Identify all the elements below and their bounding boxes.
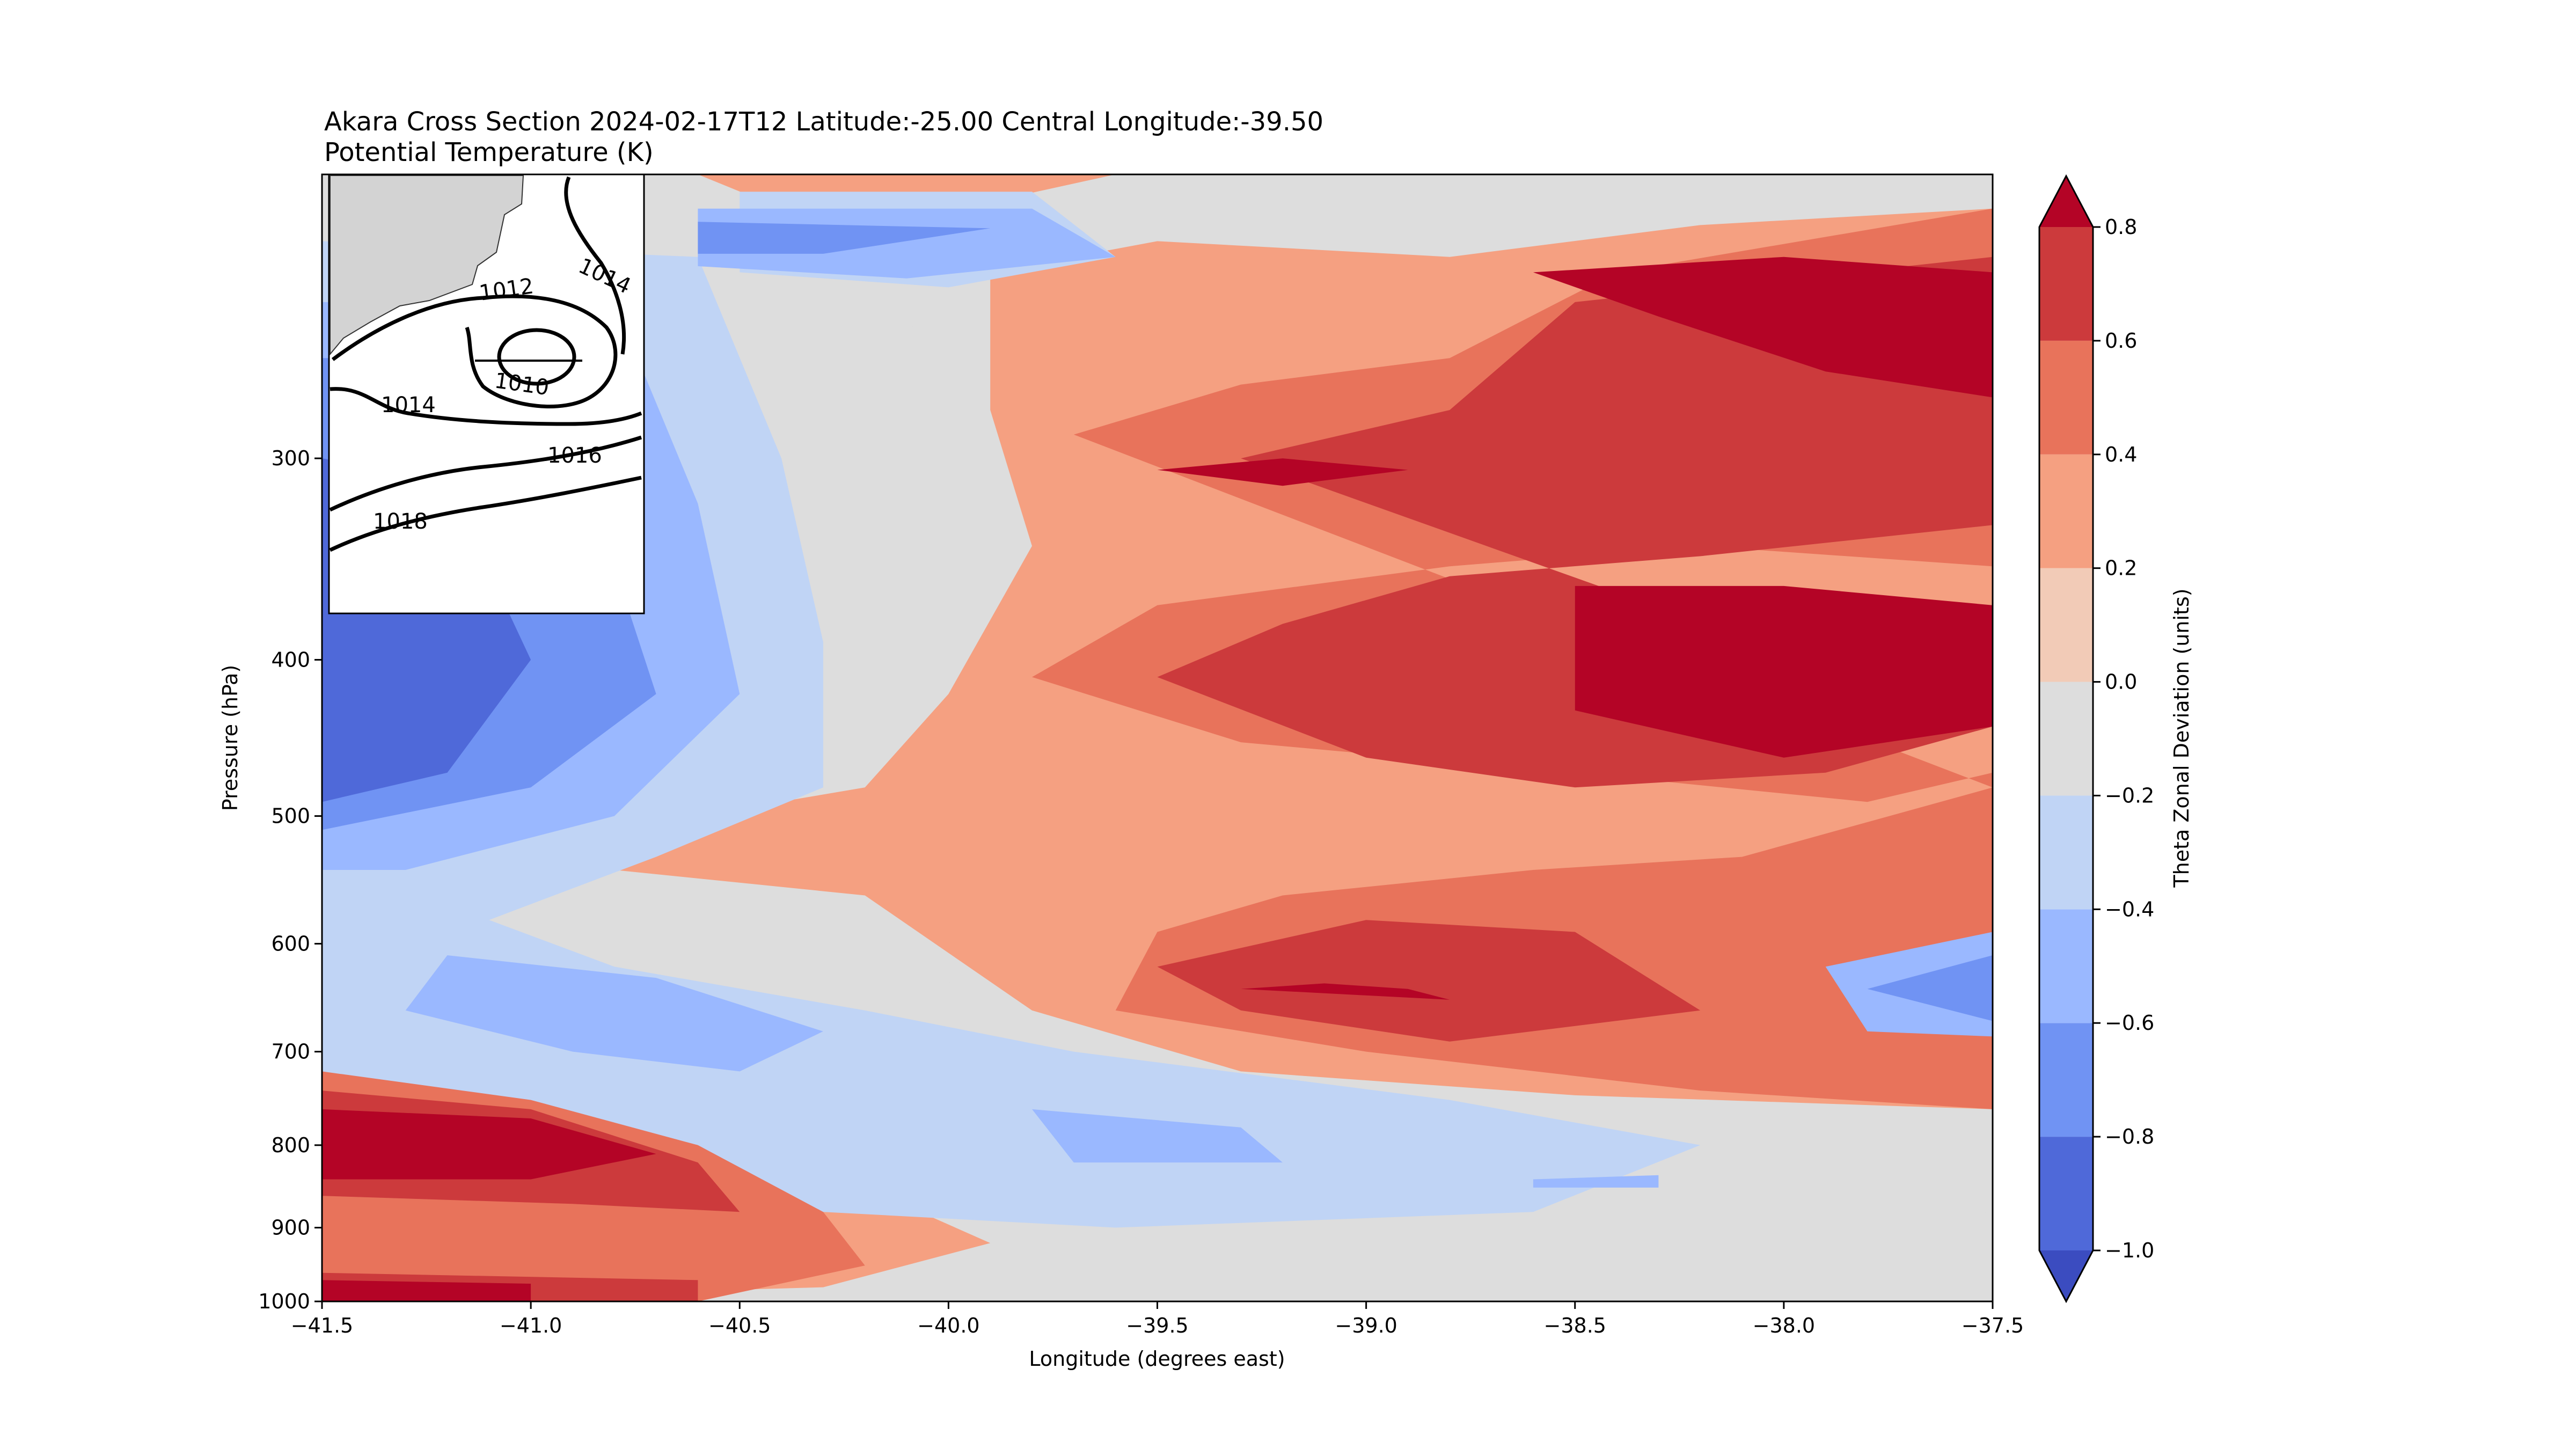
x-tick-label: −41.0 (500, 1314, 562, 1337)
contour-band (405, 955, 823, 1072)
contour-band (322, 1109, 656, 1180)
colorbar-tick-label: 0.4 (2105, 443, 2137, 466)
colorbar-segment (2039, 682, 2093, 796)
colorbar-segment (2039, 1137, 2093, 1250)
y-axis-label: Pressure (hPa) (218, 665, 242, 811)
x-tick-label: −40.0 (917, 1314, 979, 1337)
y-tick-label: 400 (271, 648, 310, 671)
contour-band (1157, 920, 1701, 1042)
y-tick-label: 800 (271, 1133, 310, 1157)
colorbar-segment (2039, 909, 2093, 1023)
contour-band (1157, 458, 1408, 486)
colorbar-segment (2039, 227, 2093, 341)
y-tick-label: 600 (271, 932, 310, 955)
contour-band (322, 1280, 531, 1301)
inset-label-1014-west: 1014 (381, 393, 436, 418)
colorbar-extend-high (2039, 176, 2093, 227)
colorbar-tick-label: −0.6 (2105, 1011, 2154, 1035)
contour-band (1575, 586, 1993, 758)
colorbar-tick-label: −0.4 (2105, 897, 2154, 921)
colorbar-tick-label: 0.2 (2105, 557, 2137, 580)
colorbar-label: Theta Zonal Deviation (units) (2170, 588, 2193, 888)
inset-isobar-1018 (329, 475, 642, 552)
y-axis: 300 400 500 600 700 800 900 1000 (258, 447, 322, 1313)
y-tick-label: 500 (271, 804, 310, 828)
contour-band (1241, 983, 1450, 1000)
colorbar: −1.0 −0.8 −0.6 −0.4 −0.2 0.0 0.2 0.4 0.6 0.8 (2038, 174, 2154, 1304)
contour-band (1032, 1109, 1283, 1163)
colorbar-extend-low (2039, 1250, 2093, 1301)
x-tick-label: −39.0 (1335, 1314, 1397, 1337)
y-tick-label: 700 (271, 1040, 310, 1064)
inset-isobar-1012 (331, 294, 618, 408)
colorbar-segment (2039, 568, 2093, 682)
inset-label-1016: 1016 (547, 443, 602, 468)
contour-band (1867, 955, 1993, 1021)
inset-land (330, 175, 524, 356)
y-tick-label: 900 (271, 1216, 310, 1240)
colorbar-tick-label: −1.0 (2105, 1239, 2154, 1262)
colorbar-tick-label: 0.6 (2105, 329, 2137, 353)
chart-title: Akara Cross Section 2024-02-17T12 Latitu… (324, 107, 1323, 137)
colorbar-segment (2039, 795, 2093, 910)
inset-isobar-1016 (329, 435, 642, 512)
contour-band (1533, 257, 1993, 398)
inset-isobar-1014-east (564, 176, 626, 355)
colorbar-tick-label: 0.0 (2105, 670, 2137, 694)
inset-map: 1014 1012 1010 1014 1016 1018 (328, 173, 645, 614)
contour-band (1533, 1175, 1659, 1188)
inset-isobar-1010 (497, 328, 576, 386)
x-tick-label: −41.5 (291, 1314, 353, 1337)
y-tick-label: 300 (271, 447, 310, 470)
inset-label-1018: 1018 (373, 509, 428, 534)
colorbar-segment (2039, 340, 2093, 455)
colorbar-tick-label: −0.2 (2105, 784, 2154, 807)
inset-isobar-1014-west (330, 387, 642, 426)
colorbar-tick-label: −0.8 (2105, 1125, 2154, 1148)
x-tick-label: −38.0 (1753, 1314, 1815, 1337)
contour-band (698, 222, 991, 254)
y-tick-label: 1000 (258, 1290, 310, 1313)
x-axis-label: Longitude (degrees east) (1029, 1347, 1285, 1371)
x-tick-label: −37.5 (1962, 1314, 2024, 1337)
chart-subtitle: Potential Temperature (K) (324, 137, 654, 167)
x-axis: −41.5 −41.0 −40.5 −40.0 −39.5 −39.0 −38.5 −38.0… (291, 1301, 2024, 1337)
colorbar-segment (2039, 454, 2093, 568)
colorbar-tick-label: 0.8 (2105, 215, 2137, 239)
colorbar-segment (2039, 1023, 2093, 1137)
x-tick-label: −38.5 (1544, 1314, 1606, 1337)
x-tick-label: −40.5 (708, 1314, 771, 1337)
x-tick-label: −39.5 (1126, 1314, 1188, 1337)
